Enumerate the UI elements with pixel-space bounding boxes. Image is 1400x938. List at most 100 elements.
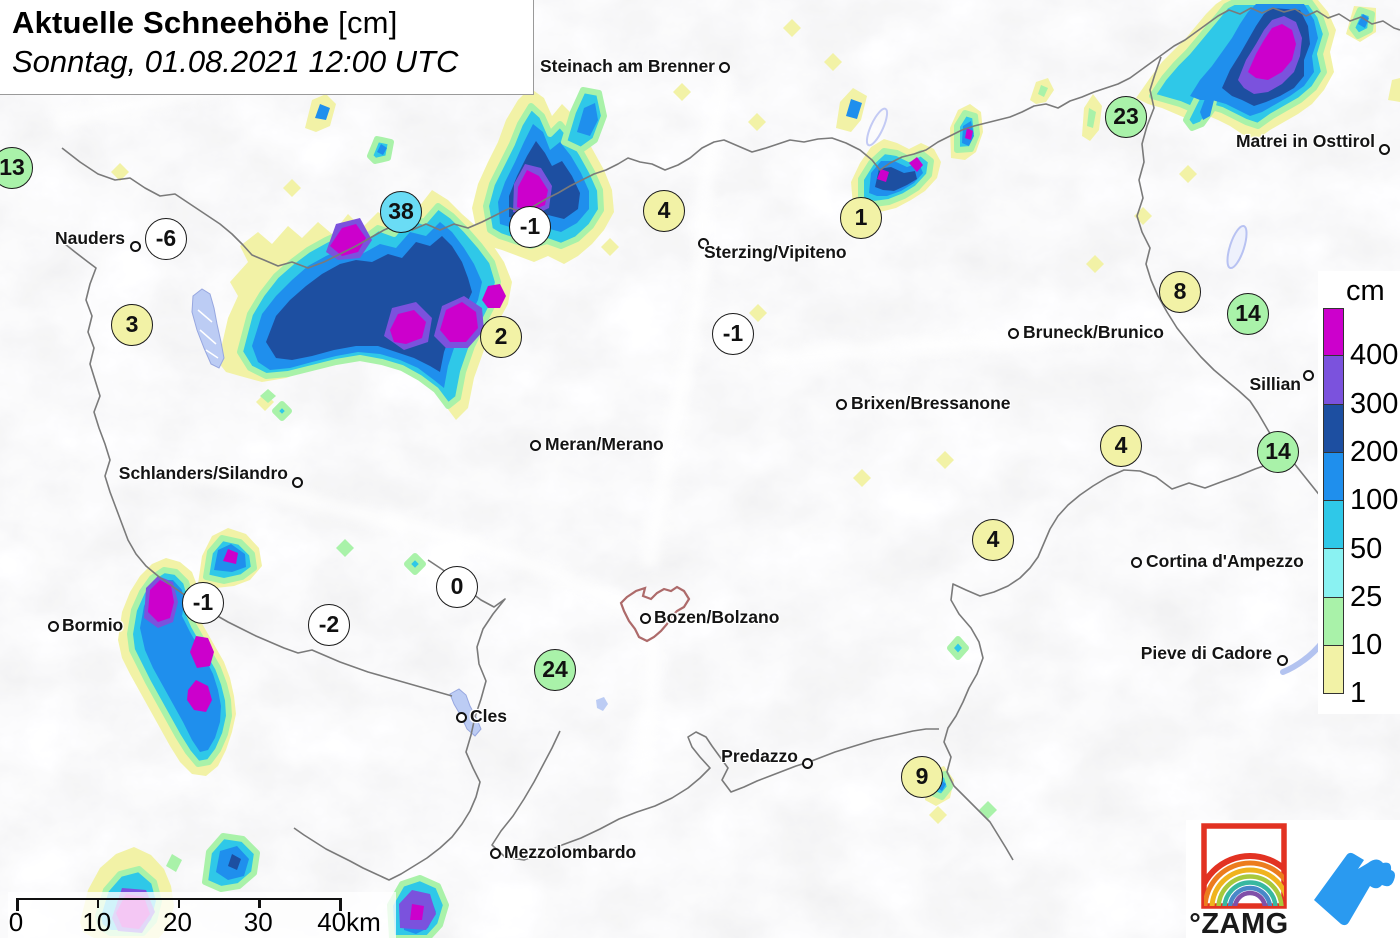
place-label: Sillian — [1249, 374, 1301, 394]
border-lines — [59, 7, 1400, 881]
place-marker — [801, 757, 813, 769]
snowfield-layer — [80, 0, 1400, 938]
lake-reschensee — [191, 288, 225, 369]
place-label: Meran/Merano — [545, 434, 664, 454]
place-marker — [1007, 327, 1019, 339]
legend-unit-label: cm — [1346, 275, 1385, 307]
legend-label-25: 25 — [1350, 580, 1383, 613]
place-label: Schlanders/Silandro — [118, 463, 288, 483]
station-value-3: 3 — [111, 304, 153, 346]
place-label: Cortina d'Ampezzo — [1146, 551, 1304, 571]
legend-band-50 — [1323, 501, 1344, 550]
station-value-9: 9 — [901, 756, 943, 798]
logo-area: °ZAMG — [1186, 820, 1400, 938]
zamg-logo-text: °ZAMG — [1189, 908, 1289, 938]
legend-band-100 — [1323, 452, 1344, 502]
place-marker — [718, 61, 730, 73]
legend-label-10: 10 — [1350, 629, 1383, 662]
place-label: Matrei in Osttirol — [1235, 131, 1375, 151]
map-title: Aktuelle Schneehöhe [cm] — [12, 5, 398, 40]
legend-label-300: 300 — [1350, 387, 1399, 420]
zamg-logo-icon — [1201, 823, 1287, 909]
legend-band-300 — [1323, 356, 1344, 405]
station-value-38: 38 — [380, 191, 422, 233]
station-value--2: -2 — [308, 604, 350, 646]
legend-band-1 — [1323, 646, 1344, 695]
station-value-1: 1 — [840, 197, 882, 239]
scale-tick-40km — [339, 898, 342, 911]
map-title-unit: [cm] — [338, 5, 398, 40]
place-marker — [455, 711, 467, 723]
glacier-outline-2 — [865, 107, 889, 147]
legend-label-400: 400 — [1350, 339, 1399, 372]
place-label: Mezzolombardo — [504, 842, 637, 862]
place-label: Steinach am Brenner — [539, 56, 715, 76]
province-logo-icon — [1314, 852, 1395, 926]
place-marker — [1302, 369, 1314, 381]
place-marker — [129, 240, 141, 252]
legend-label-50: 50 — [1350, 532, 1383, 565]
place-marker — [291, 476, 303, 488]
station-value-0: 0 — [436, 566, 478, 608]
legend-label-200: 200 — [1350, 435, 1399, 468]
station-value-24: 24 — [534, 649, 576, 691]
map-subtitle: Sonntag, 01.08.2021 12:00 UTC — [12, 44, 459, 79]
scale-label-10: 10 — [82, 907, 112, 937]
snow-patch-green — [166, 85, 1096, 872]
scale-tick-30 — [258, 898, 261, 908]
station-value-13: 13 — [0, 147, 33, 189]
station-value-23: 23 — [1105, 96, 1147, 138]
legend-band-400 — [1323, 308, 1344, 357]
place-label: Brixen/Bressanone — [851, 393, 1011, 413]
legend-band-10 — [1323, 597, 1344, 647]
legend-label-100: 100 — [1350, 484, 1399, 517]
station-value--1: -1 — [182, 582, 224, 624]
place-label: Sterzing/Vipiteno — [704, 242, 847, 262]
legend-label-1: 1 — [1350, 677, 1367, 710]
station-value-2: 2 — [480, 316, 522, 358]
small-lake — [596, 697, 608, 711]
place-marker — [1130, 556, 1142, 568]
station-value-4: 4 — [643, 190, 685, 232]
place-marker — [47, 620, 59, 632]
scale-label-20: 20 — [163, 907, 192, 937]
place-marker — [1378, 143, 1390, 155]
scale-label-0: 0 — [8, 907, 24, 937]
place-label: Predazzo — [721, 746, 798, 766]
station-value-14: 14 — [1257, 431, 1299, 473]
place-label: Nauders — [54, 228, 125, 248]
legend-band-25 — [1323, 549, 1344, 598]
place-label: Bozen/Bolzano — [654, 607, 780, 627]
legend-color-bar: 400 300 200 100 50 25 10 1 — [1323, 308, 1398, 708]
place-label: Bruneck/Brunico — [1023, 322, 1164, 342]
legend-band-200 — [1323, 404, 1344, 453]
place-marker — [529, 439, 541, 451]
title-box: Aktuelle Schneehöhe [cm] Sonntag, 01.08.… — [0, 0, 534, 95]
station-value-4: 4 — [1100, 425, 1142, 467]
scale-bar: 0 10 20 30 40km — [8, 892, 396, 938]
scale-label-30: 30 — [243, 907, 273, 937]
place-marker — [835, 398, 847, 410]
station-value-8: 8 — [1159, 271, 1201, 313]
station-value-14: 14 — [1227, 293, 1269, 335]
place-marker — [639, 612, 651, 624]
place-marker — [697, 237, 709, 249]
place-marker — [489, 847, 501, 859]
place-label: Cles — [470, 706, 507, 726]
place-label: Bormio — [62, 615, 124, 635]
scale-label-40km: 40km — [317, 907, 381, 937]
station-value--1: -1 — [509, 206, 551, 248]
scale-tick-20 — [177, 898, 180, 908]
legend: cm 400 300 200 100 50 25 10 1 — [1318, 271, 1400, 714]
bolzano-city-outline — [619, 585, 691, 643]
station-value-4: 4 — [972, 519, 1014, 561]
glacier-outline — [1226, 224, 1248, 270]
scale-tick-0 — [16, 898, 19, 911]
station-value--6: -6 — [145, 218, 187, 260]
place-label: Pieve di Cadore — [1140, 643, 1272, 663]
station-value--1: -1 — [712, 313, 754, 355]
scale-tick-10 — [96, 898, 100, 908]
